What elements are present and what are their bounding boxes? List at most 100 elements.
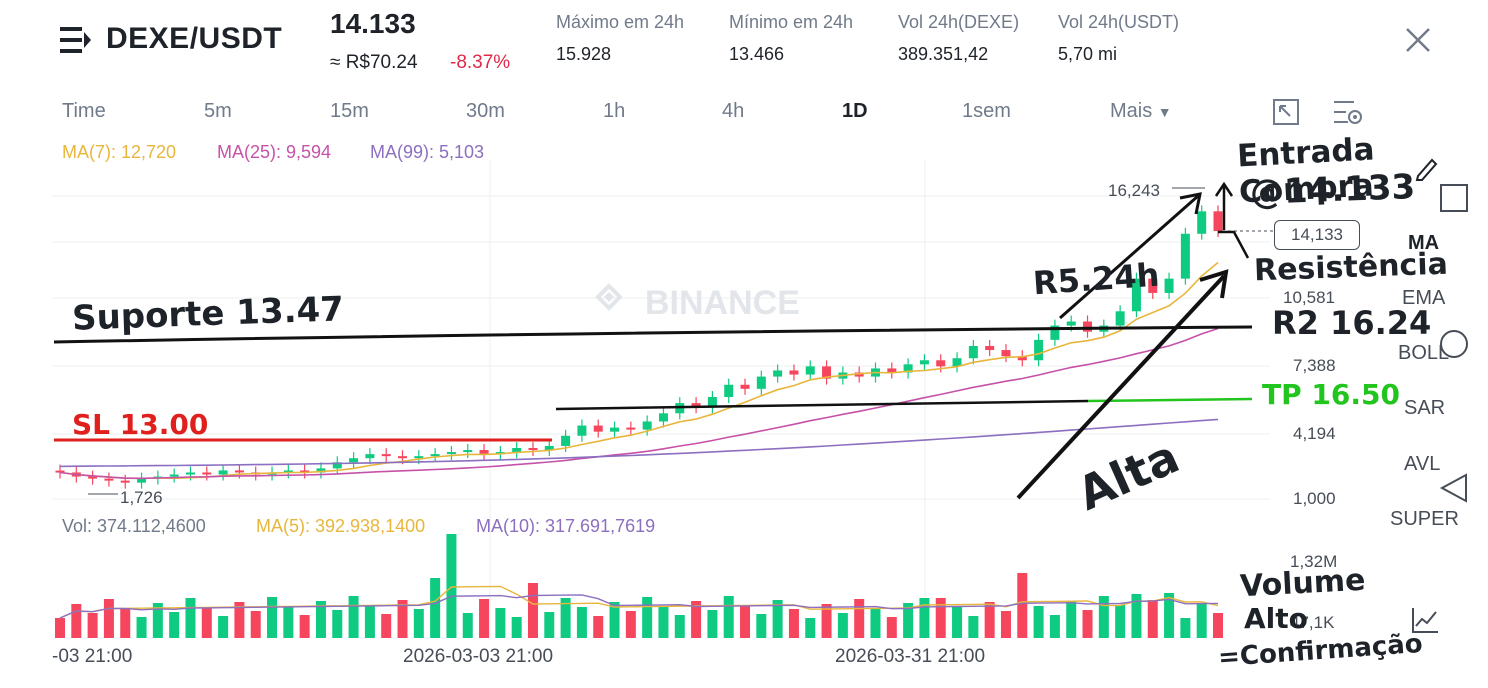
candle-body [137,478,147,483]
ma7-line [59,261,1219,480]
candle-body [349,458,359,463]
rectangle-tool-icon[interactable] [1438,182,1470,214]
volume-bar [919,598,930,638]
candle-body [398,456,408,459]
volume-bar [576,607,587,638]
stat-value-high: 15.928 [556,44,612,64]
volume-bar [642,597,653,638]
volume-bar [658,606,669,638]
candle-body [593,425,603,432]
indicator-super[interactable]: SUPER [1390,508,1459,530]
tab-1h[interactable]: 1h [603,100,626,122]
candle-body [968,345,978,359]
volume-bar [756,614,767,638]
legend-ma99: MA(99): 5,103 [370,142,485,162]
caret-down-icon: ▼ [1157,104,1172,120]
volume-bar [234,602,245,638]
y-tick-1000: 1,000 [1293,489,1336,508]
tab-time[interactable]: Time [62,100,106,122]
pair-title[interactable]: DEXE/USDT [106,22,283,55]
tab-30m[interactable]: 30m [466,100,505,122]
triangle-tool-icon[interactable] [1438,472,1470,504]
volume-bar [560,598,571,638]
close-icon[interactable] [1404,26,1432,54]
candle-body [1050,325,1060,340]
volume-bar [772,600,783,638]
volume-bar [544,612,555,638]
volume-bar [462,613,473,638]
volume-bar [430,578,441,638]
candle-body [55,470,65,473]
annotation-volume-line1: Volume [1239,562,1367,605]
fullscreen-icon[interactable] [1272,98,1300,126]
candle-body [822,366,832,379]
volume-bar [1000,611,1011,638]
watermark-text: BINANCE [645,284,800,322]
volume-bar [299,615,310,638]
indicator-sar[interactable]: SAR [1404,397,1446,419]
candle-body [691,403,701,408]
take-profit-line [1087,397,1253,403]
candle-body [1164,278,1174,293]
candle-body [1180,233,1190,279]
indicator-chart-icon[interactable] [1410,606,1440,634]
volume-bar [1164,593,1175,638]
candle-body [642,421,652,430]
candle-body [365,454,375,459]
x-tick-2: 2026-03-31 21:00 [835,646,986,667]
candle-body [756,376,766,389]
candle-body [577,425,587,436]
candle-body [936,360,946,367]
volume-bar [707,610,718,638]
annotation-r2: R2 16.24 [1272,304,1432,342]
menu-icon[interactable] [60,27,92,53]
volume-bar [152,603,163,638]
support-line [53,325,1253,344]
stat-value-low: 13.466 [729,44,785,64]
indicator-ema[interactable]: EMA [1402,287,1446,309]
candle-body [1083,321,1093,332]
candle-body [463,450,473,453]
candle-body [740,384,750,389]
candle-body [1131,278,1141,312]
tab-4h[interactable]: 4h [722,100,745,122]
pencil-icon[interactable] [1414,154,1442,182]
indicator-boll[interactable]: BOLL [1398,342,1450,364]
candle-body [919,360,929,365]
r5-arrow-head [1179,192,1202,215]
candle-body [479,450,489,455]
volume-bar [691,601,702,638]
volume-bar [332,610,343,638]
volume-bar [903,603,914,638]
candle-body [104,478,114,481]
volume-bar [103,599,114,638]
candle-body [561,435,571,446]
entry-arrow-head [1214,181,1234,197]
circle-tool-icon[interactable] [1438,328,1470,360]
indicator-ma[interactable]: MA [1408,232,1440,254]
vol-tick-max: 1,32M [1290,552,1338,571]
candle-body [185,472,195,475]
candle-body [528,447,538,451]
indicator-avl[interactable]: AVL [1404,453,1441,475]
candle-body [887,368,897,373]
tab-1d[interactable]: 1D [842,100,868,122]
tab-15m[interactable]: 15m [330,100,369,122]
volume-bar [1049,615,1060,638]
candle-body [1197,211,1207,234]
tab-1sem[interactable]: 1sem [962,100,1011,122]
tab-5m[interactable]: 5m [204,100,232,122]
volume-bar [218,616,229,638]
candle-body [202,472,212,475]
tab-more[interactable]: Mais ▼ [1110,100,1172,123]
volume-bar [837,613,848,638]
volume-bar [446,534,457,638]
volume-bar [821,604,832,638]
volume-bar [1180,618,1191,638]
low-marker-label: 1,726 [120,488,163,507]
candle-body [952,358,962,367]
high-marker-label: 16,243 [1108,181,1160,200]
volume-bar [609,602,620,638]
chart-settings-icon[interactable] [1332,98,1364,126]
